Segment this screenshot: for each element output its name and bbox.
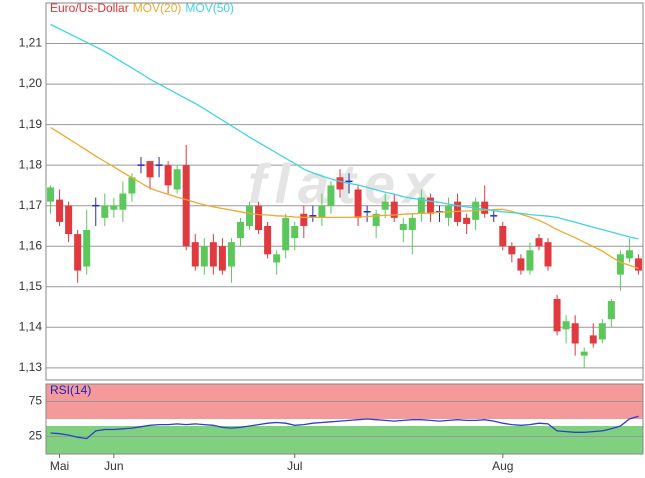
line-series: [50, 126, 639, 270]
candle-body: [553, 298, 561, 332]
y-tick-label: 25: [29, 429, 43, 443]
candle-body: [417, 197, 425, 214]
y-tick-label: 1,13: [19, 360, 43, 374]
candle-body: [634, 258, 642, 271]
candle-body: [562, 321, 570, 330]
y-tick-label: 1,21: [19, 36, 43, 50]
candle-body: [291, 225, 299, 239]
x-tick-label: Jun: [104, 459, 123, 473]
candle-body: [481, 201, 489, 214]
candle-body: [218, 246, 226, 271]
candle-body: [318, 205, 326, 218]
candle-body: [83, 230, 91, 267]
rsi-frame: [45, 383, 644, 455]
candle-body: [209, 242, 217, 267]
candle-body: [101, 205, 109, 218]
y-tick-label: 75: [29, 394, 43, 408]
x-tick-label: Mai: [50, 459, 69, 473]
candle-body: [571, 323, 579, 344]
y-tick-label: 1,20: [19, 76, 43, 90]
price-panel: [45, 2, 644, 381]
candle-body: [336, 177, 344, 190]
candle-body: [354, 189, 362, 218]
price-frame: [45, 2, 644, 381]
candle-body: [381, 201, 389, 210]
candle-body: [426, 197, 434, 214]
candle-body: [544, 242, 552, 267]
candle-body: [119, 193, 127, 210]
legend-entry: Euro/Us-Dollar: [50, 1, 129, 15]
candle-body: [399, 223, 407, 231]
candle-body: [236, 221, 244, 239]
candle-body: [227, 242, 235, 267]
watermark: flatex: [248, 152, 442, 215]
y-tick-label: 1,17: [19, 198, 43, 212]
line-series: [50, 415, 639, 440]
candle-body: [625, 250, 633, 259]
candle-body: [390, 201, 398, 218]
candle-body: [535, 238, 543, 247]
line-series: [50, 23, 639, 240]
candle-body: [616, 254, 624, 275]
x-tick-label: Jul: [287, 459, 302, 473]
candle-body: [47, 187, 55, 202]
candle-body: [589, 335, 597, 344]
candle-body: [282, 217, 290, 251]
candle-body: [499, 225, 507, 247]
candle-body: [598, 323, 606, 340]
candle-body: [463, 217, 471, 224]
candle-body: [508, 246, 516, 255]
candle-body: [173, 169, 181, 190]
candle-body: [408, 217, 416, 231]
oversold-band: [46, 426, 643, 454]
candle-body: [580, 351, 588, 356]
rsi-title: RSI(14): [50, 383, 91, 397]
candle-body: [110, 205, 118, 210]
y-tick-label: 1,14: [19, 319, 43, 333]
x-tick-label: Aug: [492, 459, 513, 473]
y-tick-label: 1,18: [19, 157, 43, 171]
y-tick-label: 1,16: [19, 238, 43, 252]
candle-body: [128, 177, 136, 194]
candle-body: [327, 185, 335, 206]
candle-body: [164, 165, 172, 186]
legend-entry: MOV(20): [133, 1, 182, 15]
candle-body: [300, 213, 308, 226]
candle-body: [246, 205, 254, 226]
candle-body: [146, 161, 154, 178]
candle-body: [607, 300, 615, 320]
y-tick-label: 1,15: [19, 279, 43, 293]
candle-body: [372, 213, 380, 226]
candle-body: [191, 242, 199, 267]
candle-body: [264, 225, 272, 255]
candle-body: [517, 258, 525, 271]
candle-body: [526, 250, 534, 271]
candle-body: [74, 234, 82, 271]
candle-body: [56, 199, 64, 222]
candle-body: [182, 165, 190, 247]
candle-body: [200, 246, 208, 267]
candle-body: [65, 205, 73, 235]
y-tick-label: 1,19: [19, 117, 43, 131]
candle-body: [255, 205, 263, 231]
candle-body: [273, 254, 281, 263]
legend-entry: MOV(50): [185, 1, 234, 15]
